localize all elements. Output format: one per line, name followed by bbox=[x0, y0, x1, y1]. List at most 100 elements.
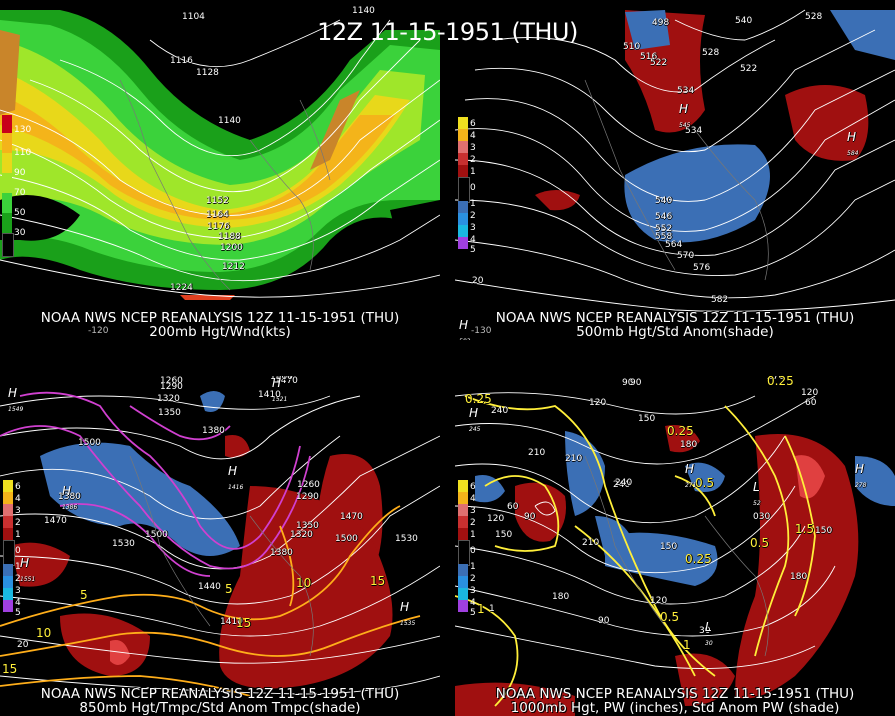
high-value: 545 bbox=[679, 122, 691, 129]
contour-label: 1188 bbox=[218, 232, 241, 242]
panel-caption-source: NOAA NWS NCEP REANALYSIS 12Z 11-15-1951 … bbox=[40, 686, 400, 702]
pw-label: 0.25 bbox=[667, 424, 694, 438]
contour-label: 522 bbox=[650, 58, 668, 68]
high-center: H 1535 bbox=[400, 600, 416, 627]
legend-value: 6 bbox=[15, 482, 21, 492]
legend-value: 4 bbox=[470, 598, 476, 608]
temperature-label: 5 bbox=[80, 588, 88, 602]
contour-label: 1176 bbox=[207, 222, 230, 232]
contour-label: 90 bbox=[630, 378, 642, 388]
pw-label: 1 bbox=[683, 638, 691, 652]
contour-label: 180 bbox=[680, 440, 698, 450]
legend-value: 6 bbox=[470, 482, 476, 492]
legend-value: 70 bbox=[14, 188, 26, 198]
map-850mb bbox=[0, 376, 440, 716]
legend-value: 3 bbox=[470, 223, 476, 233]
contour-label: 528 bbox=[805, 12, 823, 22]
pw-label: 0.5 bbox=[695, 476, 715, 490]
contour-label: 120 bbox=[650, 596, 668, 606]
contour-label: 1290 bbox=[296, 492, 319, 502]
contour-label: 1530 bbox=[112, 539, 135, 549]
contour-label: 564 bbox=[665, 240, 683, 250]
contour-label: 552 bbox=[655, 224, 673, 234]
contour-label: 120 bbox=[801, 388, 819, 398]
legend-value: 4 bbox=[470, 235, 476, 245]
contour-label: 576 bbox=[693, 263, 711, 273]
legend-value: 4 bbox=[470, 494, 476, 504]
contour-label: 1500 bbox=[145, 530, 168, 540]
low-center: L 30 bbox=[705, 620, 713, 647]
contour-label: 1500 bbox=[270, 376, 293, 382]
contour-label: 1164 bbox=[206, 210, 229, 220]
high-center: H 271 bbox=[685, 462, 697, 489]
contour-label: 1140 bbox=[352, 6, 375, 16]
main-title: 12Z 11-15-1951 (THU) bbox=[317, 18, 578, 46]
panel-caption-source: NOAA NWS NCEP REANALYSIS 12Z 11-15-1951 … bbox=[495, 310, 855, 326]
legend-value: 0 bbox=[470, 546, 476, 556]
contour-label: 1320 bbox=[290, 530, 313, 540]
contour-label: 20 bbox=[17, 640, 29, 650]
low-value: 30 bbox=[705, 640, 713, 647]
contour-label: 150 bbox=[815, 526, 833, 536]
high-value: 278 bbox=[855, 482, 867, 489]
legend-value: 90 bbox=[14, 168, 26, 178]
contour-label: 1152 bbox=[206, 196, 229, 206]
contour-label: 120 bbox=[487, 514, 505, 524]
contour-label: 60 bbox=[507, 502, 519, 512]
panel-caption-field: 1000mb Hgt, PW (inches), Std Anom PW (sh… bbox=[510, 700, 840, 716]
legend-value: 1 bbox=[470, 562, 476, 572]
contour-label: 540 bbox=[735, 16, 753, 26]
temperature-label: 15 bbox=[370, 574, 386, 588]
contour-label: 240 bbox=[615, 478, 633, 488]
legend-value: 4 bbox=[470, 131, 476, 141]
low-value: 52 bbox=[753, 500, 761, 507]
pw-label: 0.25 bbox=[465, 392, 492, 406]
legend-value: 2 bbox=[15, 518, 21, 528]
contour-label: 1260 bbox=[160, 376, 183, 386]
legend-value: 0 bbox=[470, 183, 476, 193]
contour-label: 1290 bbox=[160, 382, 183, 392]
contour-label: 1500 bbox=[335, 534, 358, 544]
contour-label: 90 bbox=[524, 512, 536, 522]
contour-label: 240 bbox=[491, 406, 509, 416]
contour-label: 1470 bbox=[340, 512, 363, 522]
legend-value: 5 bbox=[15, 608, 21, 618]
contour-label: 1140 bbox=[218, 116, 241, 126]
low-center: L 52 bbox=[753, 480, 761, 507]
longitude-label: -130 bbox=[471, 326, 492, 336]
contour-label: 570 bbox=[677, 251, 695, 261]
contour-label: 1320 bbox=[157, 394, 180, 404]
panel-200mb-height-wind: 130 110 90 70 50 30 1104 1116 1128 1140 … bbox=[0, 0, 440, 340]
contour-label: 240 bbox=[613, 480, 631, 490]
contour-label: 1500 bbox=[78, 438, 101, 448]
panel-caption-field: 200mb Hgt/Wnd(kts) bbox=[149, 324, 291, 340]
contour-label: 90 bbox=[622, 378, 634, 388]
pw-label: 0.25 bbox=[685, 552, 712, 566]
high-center: H 1386 bbox=[62, 484, 78, 511]
legend-value: 2 bbox=[470, 211, 476, 221]
high-value: 584 bbox=[847, 150, 859, 157]
temperature-label: 10 bbox=[36, 626, 52, 640]
contour-label: 1380 bbox=[58, 492, 81, 502]
contour-label: 030 bbox=[753, 512, 771, 522]
contour-label: 534 bbox=[685, 126, 703, 136]
pw-label: 0.5 bbox=[660, 610, 680, 624]
legend-value: 130 bbox=[14, 125, 32, 135]
contour-label: 210 bbox=[582, 538, 600, 548]
legend-value: 1 bbox=[15, 562, 21, 572]
contour-label: 60 bbox=[805, 398, 817, 408]
high-center: H 584 bbox=[847, 130, 859, 157]
pw-label: 1 bbox=[477, 602, 485, 616]
pw-label: 1 bbox=[795, 522, 803, 536]
panel-caption-source: NOAA NWS NCEP REANALYSIS 12Z 11-15-1951 … bbox=[40, 310, 400, 326]
panel-caption-source: NOAA NWS NCEP REANALYSIS 12Z 11-15-1951 … bbox=[495, 686, 855, 702]
legend-value: 2 bbox=[470, 155, 476, 165]
legend-value: 3 bbox=[15, 586, 21, 596]
legend-value: 0 bbox=[15, 546, 21, 556]
pw-label: 1.5 bbox=[795, 522, 815, 536]
contour-label: 1380 bbox=[202, 426, 225, 436]
contour-label: 1212 bbox=[222, 262, 245, 272]
panel-caption-field: 500mb Hgt/Std Anom(shade) bbox=[576, 324, 774, 340]
contour-label: 534 bbox=[677, 86, 695, 96]
pw-label: 0.5 bbox=[750, 536, 770, 550]
